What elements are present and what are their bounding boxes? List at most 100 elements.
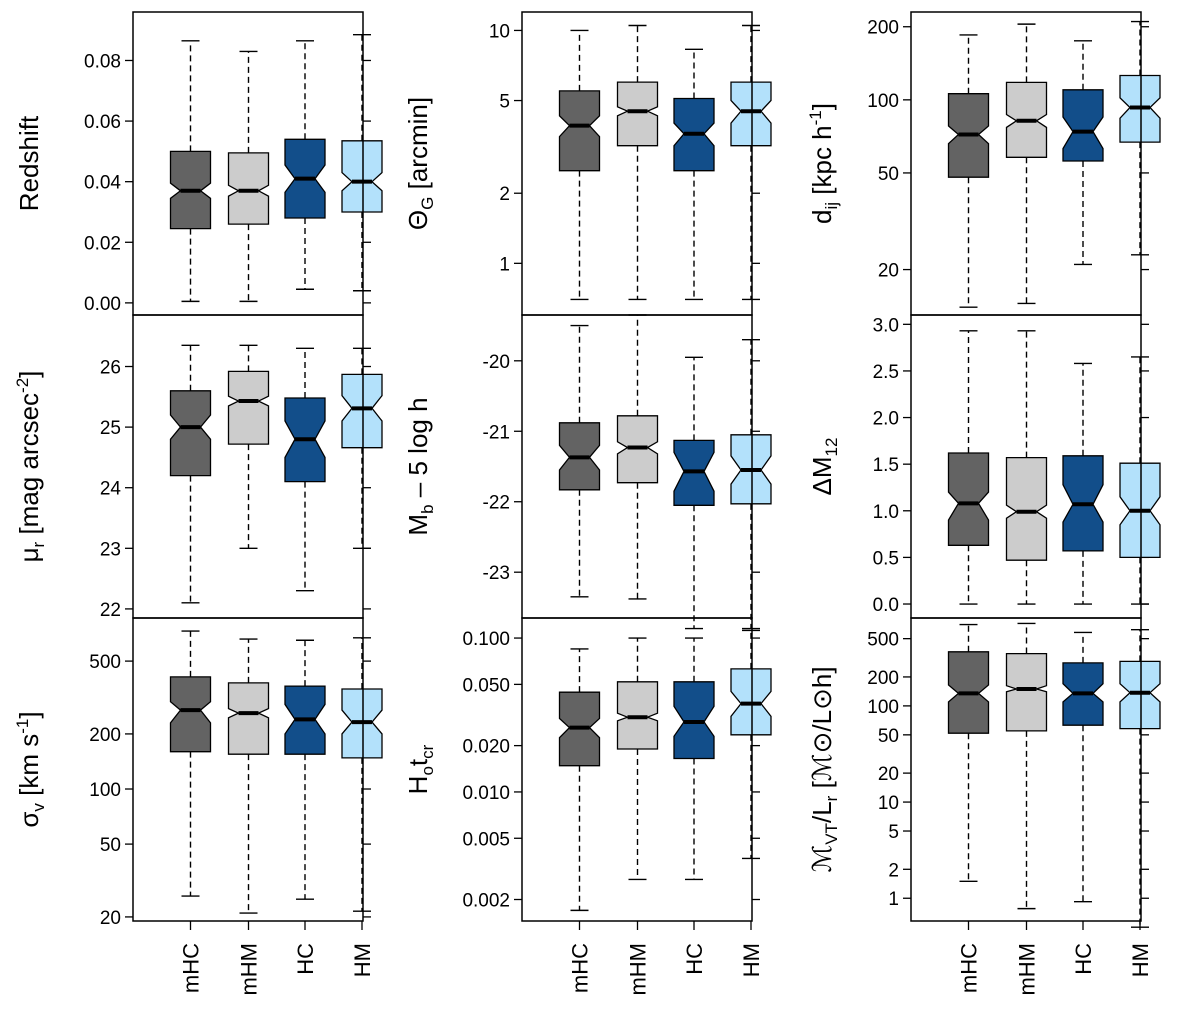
mvt-ytick-label: 200 [867, 668, 899, 689]
mu-ylabel-end: ] [14, 371, 44, 378]
dij-ytick-label: 200 [867, 18, 899, 39]
dij-ylabel-rest: [kpc h [807, 125, 837, 202]
panel-theta: 1 2 5 10 ΘG [arcmin] [403, 11, 772, 316]
redshift-box-HM [341, 140, 383, 213]
dij-ylabel-sub: ij [822, 202, 841, 210]
mu-ylabel-sup: -2 [13, 378, 32, 393]
x-category-label-mHM: mHM [1015, 943, 1040, 996]
mu-ylabel-rest: [mag arcsec [14, 393, 44, 542]
x-category-label-HM: HM [739, 943, 764, 977]
dij-ytick-label: 50 [878, 164, 899, 185]
dij-ytick-label: 100 [867, 91, 899, 112]
mvt-ytick-label: 20 [878, 764, 899, 785]
sigma-ylabel-rest: [km s [14, 734, 44, 803]
h0tcr-ylabel-sub: o [418, 766, 437, 775]
mvt-ylabel-sub: VT [822, 823, 841, 845]
mvt-box-HM [1119, 660, 1161, 730]
dm12-ytick-label: 0.5 [873, 548, 899, 569]
redshift-ytick-label: 0.04 [84, 173, 121, 194]
panel-dm12: 0.0 0.5 1.0 1.5 2.0 2.5 3.0 ΔM12 [807, 314, 1161, 619]
mb-ytick-label: -22 [483, 493, 510, 514]
dm12-ytick-label: 2.0 [873, 409, 899, 430]
theta-ytick-label: 5 [499, 92, 510, 113]
mvt-ylabel-main: ℳ [807, 845, 837, 873]
dij-ylabel-main: d [807, 210, 837, 224]
x-category-label-HM: HM [1128, 943, 1153, 977]
redshift-ylabel: Redshift [14, 115, 44, 211]
theta-ytick-label: 2 [499, 184, 510, 205]
mvt-ytick-label: 1 [888, 889, 899, 910]
panel-redshift: 0.00 0.02 0.04 0.06 0.08 Redshift [14, 11, 383, 316]
h0tcr-ytick-label: 0.010 [462, 783, 510, 804]
mu-ytick-label: 23 [100, 539, 121, 560]
dm12-box-mHC [947, 452, 990, 546]
mb-ylabel-sub: b [418, 504, 437, 513]
mvt-ylabel-sub2: r [822, 795, 841, 801]
mvt-ylabel: ℳVT/Lr [ℳ⊙/L⊙h] [807, 666, 841, 872]
mu-box-mHM [227, 370, 270, 445]
dm12-ylabel-sub: 12 [822, 438, 841, 457]
mvt-ytick-label: 500 [867, 630, 899, 651]
x-category-label-HM: HM [350, 943, 375, 977]
mvt-ytick-label: 2 [888, 860, 899, 881]
mvt-ytick-label: 50 [878, 726, 899, 747]
dij-ylabel: dij [kpc h-1] [806, 103, 841, 224]
redshift-ytick-label: 0.00 [84, 294, 121, 315]
panel-dij: 20 50 100 200 dij [kpc h-1] [806, 11, 1161, 316]
mu-ytick-label: 25 [100, 418, 121, 439]
theta-box-mHM [616, 81, 659, 147]
dm12-ytick-label: 1.0 [873, 502, 899, 523]
theta-ytick-label: 10 [489, 21, 510, 42]
h0tcr-ytick-label: 0.020 [462, 737, 510, 758]
sigma-box-mHC [169, 676, 212, 753]
mvt-ytick-label: 5 [888, 822, 899, 843]
panel-sigma: 20 50 100 200 500 σv [km s-1] mHC mHM HC HM [13, 617, 383, 996]
x-category-label-mHM: mHM [237, 943, 262, 996]
mvt-box-mHM [1005, 652, 1048, 732]
mu-box-HM [341, 373, 383, 449]
mb-ytick-label: -20 [483, 352, 510, 373]
dm12-ylabel-main: ΔM [807, 456, 837, 495]
x-category-label-mHC: mHC [568, 943, 593, 993]
mu-box-mHC [169, 390, 212, 477]
sigma-ylabel-main: σ [14, 812, 44, 828]
h0tcr-ylabel-rest: t [403, 758, 433, 766]
x-category-label-HC: HC [1071, 943, 1096, 975]
h0tcr-ylabel-main: H [403, 776, 433, 795]
sigma-ytick-label: 500 [89, 652, 121, 673]
x-category-label-mHC: mHC [957, 943, 982, 993]
mu-ytick-label: 26 [100, 358, 121, 379]
theta-box-mHC [558, 90, 601, 172]
theta-box-HM [730, 81, 772, 147]
mvt-ylabel-end: [ℳ⊙/L⊙h] [807, 666, 837, 795]
dij-ylabel-end: ] [807, 103, 837, 110]
x-category-label-mHC: mHC [179, 943, 204, 993]
mu-ylabel-main: μ [14, 547, 44, 562]
sigma-ylabel-sub: v [29, 803, 48, 812]
dm12-ytick-label: 0.0 [873, 595, 899, 616]
sigma-ytick-label: 50 [100, 835, 121, 856]
dij-ytick-label: 20 [878, 261, 899, 282]
h0tcr-ylabel-sub2: cr [418, 744, 437, 759]
x-category-label-HC: HC [293, 943, 318, 975]
mb-ylabel-rest: – 5 log h [403, 397, 433, 504]
sigma-ylabel-end: ] [14, 711, 44, 718]
mu-ylabel-sub: r [29, 541, 48, 547]
panel-mu: 22 23 24 25 26 μr [mag arcsec-2] [13, 314, 383, 621]
panel-h0tcr: 0.002 0.005 0.010 0.020 0.050 0.100 Hotcr mHC mH… [403, 617, 772, 996]
mvt-ytick-label: 10 [878, 793, 899, 814]
sigma-ytick-label: 200 [89, 725, 121, 746]
h0tcr-ytick-label: 0.050 [462, 675, 510, 696]
x-category-label-mHM: mHM [626, 943, 651, 996]
dm12-ylabel: ΔM12 [807, 438, 841, 496]
sigma-ytick-label: 20 [100, 908, 121, 929]
panel-mb: -20 -21 -22 -23 Mb – 5 log h [403, 314, 772, 630]
mvt-ylabel-rest: /L [807, 801, 837, 823]
theta-ylabel: ΘG [arcmin] [403, 97, 437, 230]
theta-ylabel-main: Θ [403, 210, 433, 230]
dm12-ytick-label: 1.5 [873, 455, 899, 476]
mb-ylabel-main: M [403, 514, 433, 536]
mvt-ytick-label: 100 [867, 697, 899, 718]
mb-ylabel: Mb – 5 log h [403, 397, 437, 535]
h0tcr-ytick-label: 0.100 [462, 629, 510, 650]
